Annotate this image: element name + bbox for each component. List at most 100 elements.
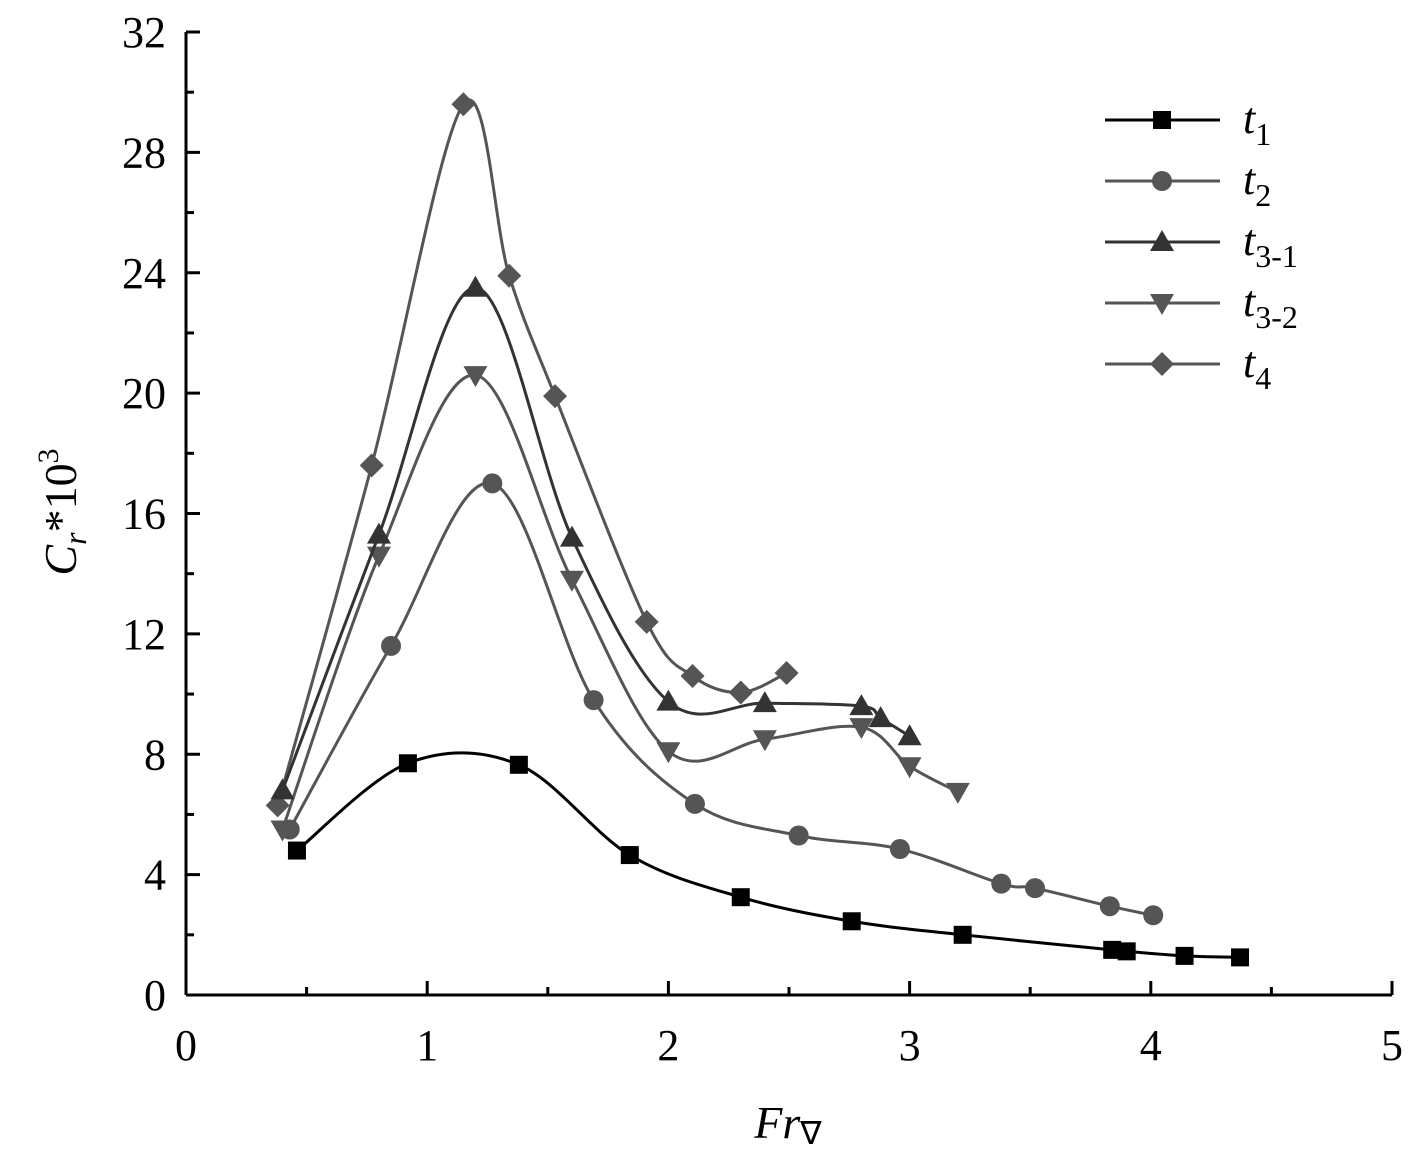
y-axis-title: Cr*103 xyxy=(32,448,93,575)
x-tick-label: 1 xyxy=(416,1021,438,1070)
data-point xyxy=(774,660,799,685)
data-point xyxy=(265,793,290,818)
data-point xyxy=(680,664,705,689)
series-t2 xyxy=(279,473,1164,926)
legend-item: t3-2 xyxy=(1105,277,1298,335)
legend-item: t1 xyxy=(1105,94,1271,152)
data-point xyxy=(1117,942,1136,961)
y-tick-label: 12 xyxy=(122,610,166,659)
data-point xyxy=(731,888,750,907)
data-point xyxy=(270,778,295,800)
data-point xyxy=(634,609,659,634)
data-point xyxy=(788,825,809,846)
y-tick-label: 28 xyxy=(122,128,166,177)
legend-marker xyxy=(1152,171,1172,191)
data-point xyxy=(842,912,861,931)
data-point xyxy=(945,782,970,804)
data-point xyxy=(752,691,777,713)
y-tick-label: 32 xyxy=(122,8,166,57)
data-point xyxy=(752,730,777,752)
y-tick-label: 8 xyxy=(144,730,166,779)
legend-label-main: t xyxy=(1243,216,1257,265)
data-point xyxy=(451,92,476,117)
data-point xyxy=(684,793,705,814)
x-tick-label: 2 xyxy=(657,1021,679,1070)
legend-label-sub: 1 xyxy=(1255,116,1271,152)
data-point xyxy=(287,841,306,860)
legend-label: t2 xyxy=(1243,155,1271,213)
data-point xyxy=(381,635,402,656)
data-point xyxy=(897,724,922,746)
legend-marker xyxy=(1153,111,1171,129)
data-point xyxy=(559,525,584,547)
series-t4 xyxy=(265,92,799,818)
data-point xyxy=(1103,940,1122,959)
data-point xyxy=(849,718,874,740)
series-layer xyxy=(265,92,1250,967)
data-point xyxy=(463,275,488,297)
legend-label: t4 xyxy=(1243,338,1271,396)
data-point xyxy=(1099,896,1120,917)
x-tick-label: 4 xyxy=(1140,1021,1162,1070)
data-point xyxy=(279,819,300,840)
series-line xyxy=(296,751,1241,959)
y-tick-label: 0 xyxy=(144,971,166,1020)
legend-item: t3-1 xyxy=(1105,216,1298,274)
data-point xyxy=(482,473,503,494)
legend-label-sub: 2 xyxy=(1255,177,1271,213)
legend-marker xyxy=(1150,230,1174,251)
legend-label-sub: 4 xyxy=(1255,360,1271,396)
y-tick-label: 4 xyxy=(144,851,166,900)
legend-label: t3-1 xyxy=(1243,216,1298,274)
data-point xyxy=(849,694,874,716)
data-point xyxy=(620,846,639,865)
data-point xyxy=(497,263,522,288)
x-tick-label: 3 xyxy=(899,1021,921,1070)
legend-label-main: t xyxy=(1243,277,1257,326)
data-point xyxy=(656,689,681,711)
data-point xyxy=(463,366,488,388)
series-line xyxy=(276,98,788,806)
data-point xyxy=(366,522,391,544)
legend-label-sub: 3-1 xyxy=(1255,238,1298,274)
data-point xyxy=(656,742,681,764)
data-point xyxy=(583,690,604,711)
series-line xyxy=(288,481,1154,917)
y-tick-label: 20 xyxy=(122,369,166,418)
y-tick-label: 16 xyxy=(122,490,166,539)
x-tick-label: 5 xyxy=(1381,1021,1403,1070)
legend-label: t3-2 xyxy=(1243,277,1298,335)
data-point xyxy=(991,873,1012,894)
legend-label-main: t xyxy=(1243,94,1257,143)
data-point xyxy=(728,680,753,705)
series-t1 xyxy=(287,751,1250,967)
data-point xyxy=(868,706,893,728)
x-tick-label: 0 xyxy=(175,1021,197,1070)
legend-label: t1 xyxy=(1243,94,1271,152)
data-point xyxy=(1231,948,1250,967)
legend-marker xyxy=(1150,352,1174,376)
data-point xyxy=(953,925,972,944)
series-t3-1 xyxy=(270,275,922,800)
legend-marker xyxy=(1150,294,1174,315)
data-point xyxy=(1175,946,1194,965)
data-point xyxy=(509,755,528,774)
legend-label-main: t xyxy=(1243,155,1257,204)
data-point xyxy=(897,757,922,779)
legend-item: t4 xyxy=(1105,338,1271,396)
data-point xyxy=(559,570,584,592)
legend-item: t2 xyxy=(1105,155,1271,213)
series-line xyxy=(281,373,959,830)
data-point xyxy=(398,754,417,773)
data-point xyxy=(1143,905,1164,926)
data-point xyxy=(359,453,384,478)
data-point xyxy=(1025,878,1046,899)
x-axis-title: Fr∇ xyxy=(753,1097,822,1151)
data-point xyxy=(889,839,910,860)
legend-label-sub: 3-2 xyxy=(1255,299,1298,335)
y-tick-label: 24 xyxy=(122,249,166,298)
series-t3-2 xyxy=(270,366,970,842)
